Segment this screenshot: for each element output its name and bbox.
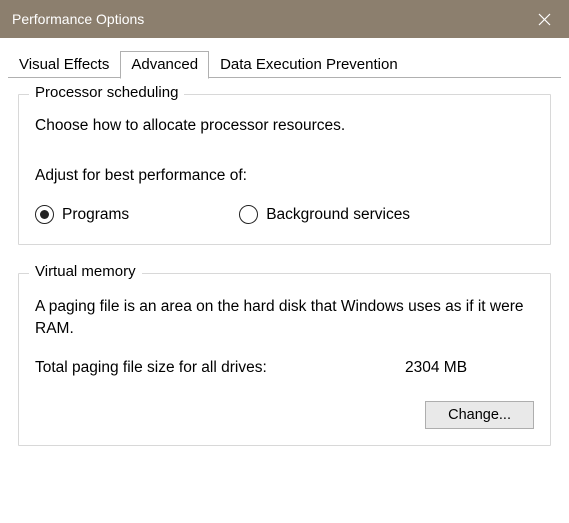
- tab-content: Processor scheduling Choose how to alloc…: [0, 78, 569, 446]
- radio-icon: [35, 205, 54, 224]
- virtual-memory-description: A paging file is an area on the hard dis…: [35, 296, 534, 341]
- virtual-memory-group: Virtual memory A paging file is an area …: [18, 273, 551, 446]
- tab-dep[interactable]: Data Execution Prevention: [209, 51, 409, 79]
- tab-underline: [8, 77, 561, 78]
- paging-file-size-row: Total paging file size for all drives: 2…: [35, 359, 534, 377]
- radio-dot-icon: [40, 210, 49, 219]
- processor-scheduling-description: Choose how to allocate processor resourc…: [35, 117, 534, 135]
- processor-scheduling-legend: Processor scheduling: [29, 84, 184, 101]
- paging-file-size-label: Total paging file size for all drives:: [35, 359, 405, 377]
- radio-group-performance: Programs Background services: [35, 205, 534, 224]
- button-row: Change...: [35, 401, 534, 429]
- tab-visual-effects[interactable]: Visual Effects: [8, 51, 120, 79]
- paging-file-size-value: 2304 MB: [405, 359, 467, 377]
- change-button[interactable]: Change...: [425, 401, 534, 429]
- radio-background-services[interactable]: Background services: [239, 205, 410, 224]
- close-icon: [538, 13, 551, 26]
- tab-strip: Visual Effects Advanced Data Execution P…: [0, 38, 569, 78]
- processor-scheduling-subheading: Adjust for best performance of:: [35, 167, 534, 185]
- close-button[interactable]: [519, 0, 569, 38]
- radio-icon: [239, 205, 258, 224]
- virtual-memory-legend: Virtual memory: [29, 263, 142, 280]
- radio-programs[interactable]: Programs: [35, 205, 129, 224]
- tab-advanced[interactable]: Advanced: [120, 51, 209, 79]
- processor-scheduling-group: Processor scheduling Choose how to alloc…: [18, 94, 551, 245]
- radio-programs-label: Programs: [62, 206, 129, 224]
- window-title: Performance Options: [12, 11, 144, 27]
- radio-background-label: Background services: [266, 206, 410, 224]
- titlebar: Performance Options: [0, 0, 569, 38]
